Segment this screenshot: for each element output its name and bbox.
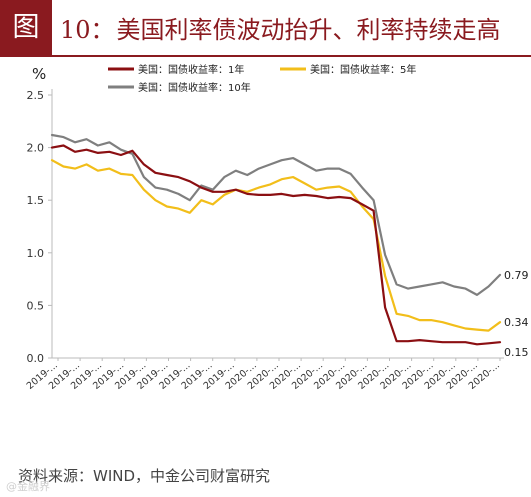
y-tick-label: 2.0: [27, 142, 45, 155]
figure-number: 10：: [60, 16, 115, 44]
end-labels: 0.15 0.34 0.79: [504, 269, 529, 359]
y-axis-unit: %: [32, 65, 46, 83]
source-note: 资料来源：WIND，中金公司财富研究: [18, 467, 271, 485]
y-tick-label: 0.0: [27, 352, 45, 365]
figure-badge: 图: [0, 0, 52, 55]
figure-title: 10：美国利率债波动抬升、利率持续走高: [60, 10, 501, 45]
legend-label: 美国：国债收益率：10年: [138, 81, 251, 94]
series-line: [50, 144, 502, 346]
series-end-label: 0.79: [504, 269, 529, 282]
watermark: @金融界: [6, 480, 50, 493]
series-lines: [50, 133, 502, 346]
legend-label: 美国：国债收益率：5年: [310, 63, 416, 76]
y-tick-label: 2.5: [27, 89, 45, 102]
figure-header: 图 10：美国利率债波动抬升、利率持续走高: [0, 0, 531, 57]
axes: %0.00.51.01.52.02.52019-...2019-...2019-…: [25, 65, 504, 392]
y-tick-label: 1.0: [27, 247, 45, 260]
series-end-label: 0.34: [504, 316, 529, 329]
series-line: [50, 133, 502, 296]
chart-area: % 0.0 0.5 1.0 1.5 2.0 2.5 2019-... 2019-... 2019-…: [0, 57, 531, 452]
series-end-label: 0.15: [504, 346, 529, 359]
figure-title-text: 美国利率债波动抬升、利率持续走高: [116, 16, 501, 44]
y-tick-label: 0.5: [27, 299, 45, 312]
legend-label: 美国：国债收益率：1年: [138, 63, 244, 76]
y-tick-label: 1.5: [27, 194, 45, 207]
series-line: [50, 159, 502, 332]
line-chart: %0.00.51.01.52.02.52019-...2019-...2019-…: [25, 63, 529, 392]
